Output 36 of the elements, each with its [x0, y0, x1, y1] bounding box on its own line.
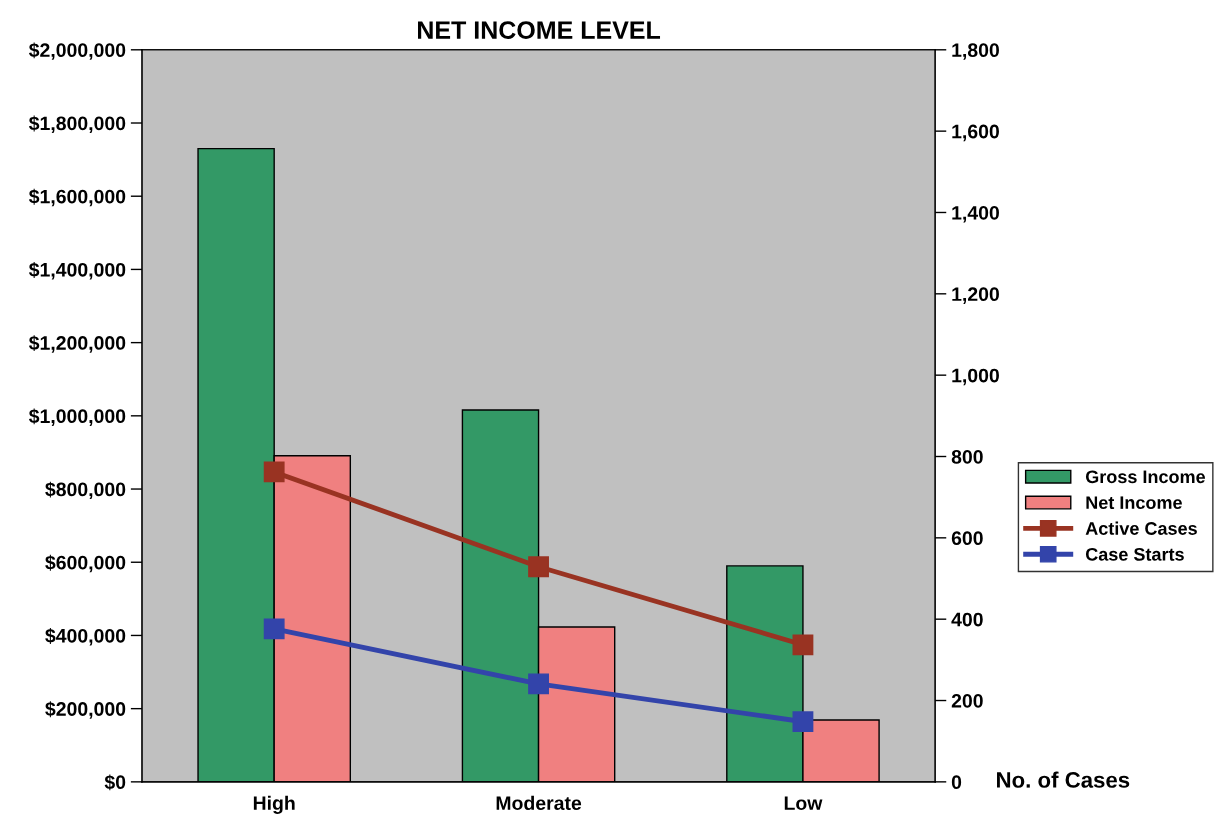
- point: [792, 634, 814, 656]
- legend-label: Case Starts: [1085, 547, 1184, 561]
- y2-tick-label: 1,400: [952, 205, 999, 223]
- y2-tick-label: 0: [951, 775, 962, 790]
- y2-tick-label: 600: [951, 531, 983, 546]
- legend-label: Net Income: [1086, 496, 1182, 510]
- x-tick-label: Low: [784, 796, 823, 811]
- y2-tick-label: 800: [951, 449, 983, 464]
- y2-tick-label: 1,200: [952, 287, 999, 304]
- point: [263, 461, 285, 483]
- y-tick-label: $2,000,000: [28, 42, 126, 60]
- legend-label: Gross Income: [1085, 470, 1206, 484]
- y2-tick-label: 1,800: [952, 43, 999, 60]
- point: [528, 673, 549, 695]
- y-tick-label: $1,600,000: [28, 188, 126, 207]
- point: [528, 556, 549, 578]
- y2-tick-label: 400: [951, 612, 983, 627]
- y2-tick-label: 1,600: [952, 124, 999, 142]
- y-tick-label: $1,000,000: [28, 408, 126, 426]
- y-tick-label: $1,400,000: [28, 262, 126, 280]
- y-tick-label: $400,000: [45, 628, 126, 646]
- y2-axis-title: No. of Cases: [997, 771, 1130, 788]
- y-tick-label: $0: [104, 774, 126, 791]
- legend-label: Active Cases: [1085, 521, 1197, 535]
- y-tick-label: $1,200,000: [28, 335, 126, 353]
- y-tick-label: $800,000: [45, 481, 126, 500]
- chart-title: NET INCOME LEVEL: [418, 21, 661, 39]
- y-tick-label: $1,800,000: [28, 115, 126, 134]
- y-tick-label: $600,000: [45, 554, 126, 573]
- y-tick-label: $200,000: [45, 701, 126, 719]
- x-tick-label: Moderate: [496, 795, 582, 811]
- point: [263, 618, 285, 640]
- y2-tick-label: 1,000: [952, 368, 999, 386]
- point: [792, 711, 814, 733]
- y2-tick-label: 200: [951, 693, 983, 708]
- x-tick-label: High: [253, 795, 295, 814]
